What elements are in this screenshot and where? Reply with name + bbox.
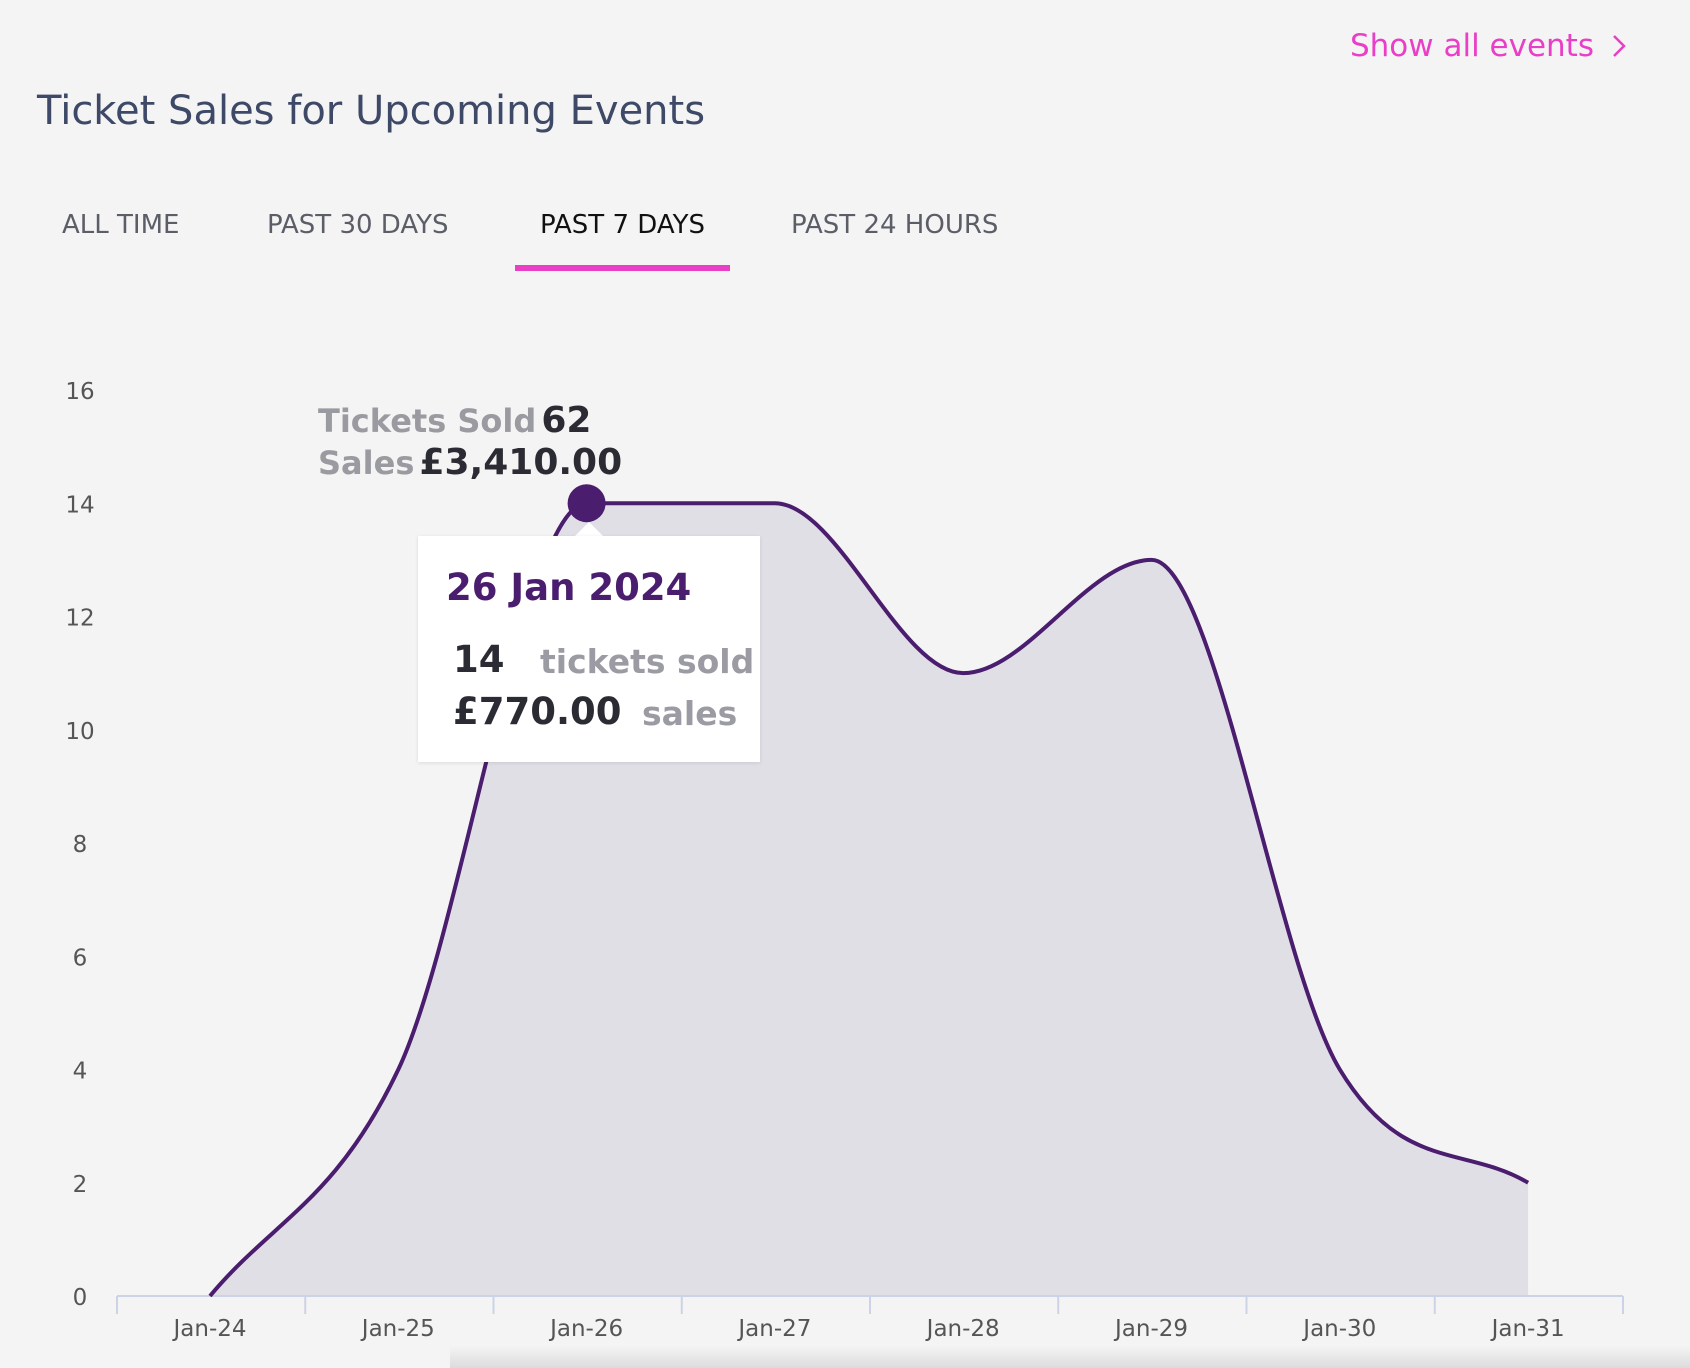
tab-past-7-days[interactable]: PAST 7 DAYS [540, 210, 705, 240]
period-tabs: ALL TIME PAST 30 DAYS PAST 7 DAYS PAST 2… [0, 200, 1690, 275]
summary-sales-value: £3,410.00 [419, 442, 623, 483]
bottom-shadow [450, 1346, 1690, 1368]
tooltip-tickets-label: tickets sold [540, 642, 755, 681]
x-tick-label: Jan-30 [1301, 1316, 1376, 1342]
tooltip-sales-value: £770.00 [453, 690, 622, 733]
summary-tickets-value: 62 [541, 400, 592, 441]
x-tick-label: Jan-25 [360, 1316, 435, 1342]
sales-area-fill [210, 503, 1529, 1296]
tab-all-time[interactable]: ALL TIME [62, 210, 180, 240]
chevron-right-icon [1613, 35, 1626, 57]
y-tick-label: 0 [73, 1285, 88, 1311]
highlight-point [567, 484, 606, 523]
sales-line [208, 501, 1530, 1298]
x-tick-label: Jan-31 [1490, 1316, 1565, 1342]
summary-sales-label: Sales [318, 444, 415, 482]
tooltip-arrow [575, 522, 603, 536]
show-all-events-label: Show all events [1349, 28, 1594, 64]
y-tick-label: 10 [65, 719, 94, 745]
y-tick-label: 2 [73, 1172, 88, 1198]
y-tick-label: 6 [73, 945, 88, 971]
page-title: Ticket Sales for Upcoming Events [37, 88, 706, 134]
x-tick-label: Jan-26 [548, 1316, 623, 1342]
summary-sales: Sales £3,410.00 [318, 442, 622, 483]
x-tick-label: Jan-24 [171, 1316, 246, 1342]
tooltip-date: 26 Jan 2024 [446, 566, 692, 609]
active-tab-indicator [515, 265, 730, 271]
show-all-events-link[interactable]: Show all events [1350, 28, 1628, 64]
tooltip-sales-label: sales [642, 694, 738, 733]
y-tick-label: 16 [65, 379, 94, 405]
x-tick-label: Jan-29 [1113, 1316, 1188, 1342]
tab-past-30-days[interactable]: PAST 30 DAYS [267, 210, 449, 240]
x-tick-label: Jan-27 [736, 1316, 811, 1342]
y-tick-label: 8 [73, 832, 88, 858]
tab-past-24-hours[interactable]: PAST 24 HOURS [791, 210, 999, 240]
data-tooltip: 26 Jan 2024 14 tickets sold £770.00 sale… [418, 536, 760, 762]
x-tick-label: Jan-28 [925, 1316, 1000, 1342]
y-tick-label: 14 [65, 492, 94, 518]
y-tick-label: 12 [65, 606, 94, 632]
summary-tickets-label: Tickets Sold [318, 402, 537, 440]
tooltip-tickets-value: 14 [453, 638, 505, 681]
summary-tickets: Tickets Sold 62 [318, 400, 591, 441]
y-tick-label: 4 [73, 1059, 88, 1085]
